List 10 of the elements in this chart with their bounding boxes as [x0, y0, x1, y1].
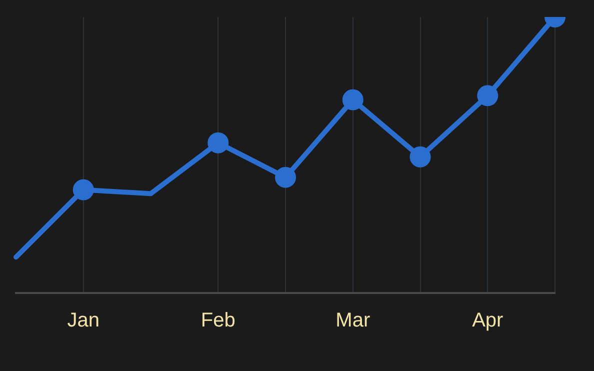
point	[72, 179, 94, 200]
point	[342, 89, 364, 110]
point	[208, 132, 229, 154]
point	[275, 166, 296, 188]
point	[410, 146, 431, 168]
x-tick-label: Mar	[336, 310, 370, 332]
x-tick-label: Feb	[200, 310, 236, 332]
x-tick-label: Jan	[67, 310, 100, 332]
point	[477, 85, 498, 106]
x-tick-label: Apr	[472, 310, 504, 332]
